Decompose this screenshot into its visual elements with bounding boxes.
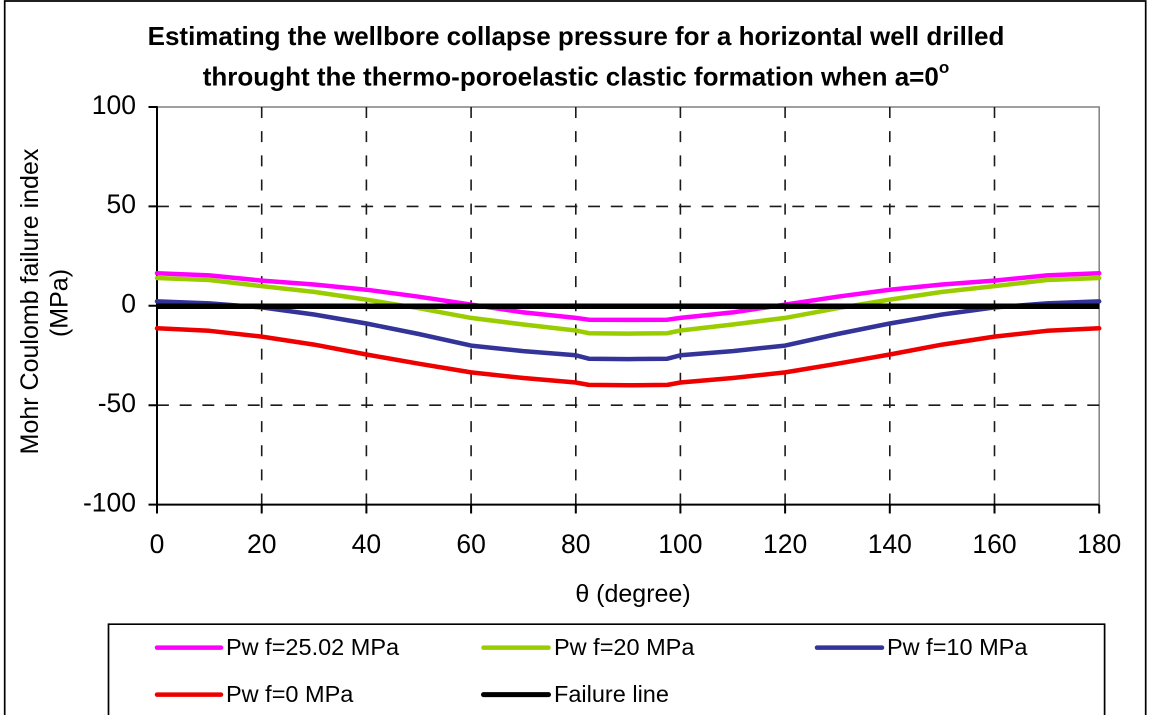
svg-text:60: 60 — [456, 529, 485, 559]
svg-text:40: 40 — [352, 529, 381, 559]
svg-text:Mohr Coulomb failure index: Mohr Coulomb failure index — [16, 148, 44, 454]
svg-text:-100: -100 — [83, 487, 136, 517]
svg-text:(MPa): (MPa) — [46, 269, 74, 337]
svg-text:140: 140 — [868, 529, 912, 559]
svg-text:120: 120 — [763, 529, 807, 559]
svg-text:50: 50 — [107, 189, 136, 219]
svg-text:100: 100 — [658, 529, 702, 559]
svg-text:-50: -50 — [98, 388, 136, 418]
svg-text:θ (degree): θ (degree) — [575, 580, 690, 608]
svg-text:80: 80 — [561, 529, 590, 559]
svg-text:180: 180 — [1077, 529, 1121, 559]
svg-text:Pw f=10 MPa: Pw f=10 MPa — [887, 634, 1028, 660]
svg-text:0: 0 — [121, 289, 136, 319]
svg-text:0: 0 — [150, 529, 165, 559]
svg-text:Pw f=25.02 MPa: Pw f=25.02 MPa — [226, 634, 400, 660]
svg-text:100: 100 — [92, 90, 136, 120]
svg-text:Failure line: Failure line — [554, 681, 669, 707]
svg-text:20: 20 — [247, 529, 276, 559]
svg-text:Estimating the wellbore collap: Estimating the wellbore collapse pressur… — [148, 21, 1005, 51]
svg-text:Pw f=0 MPa: Pw f=0 MPa — [226, 681, 354, 707]
svg-text:160: 160 — [972, 529, 1016, 559]
svg-text:Pw f=20 MPa: Pw f=20 MPa — [554, 634, 695, 660]
svg-text:throught the thermo-poroelasti: throught the thermo-poroelastic clastic … — [203, 58, 949, 92]
